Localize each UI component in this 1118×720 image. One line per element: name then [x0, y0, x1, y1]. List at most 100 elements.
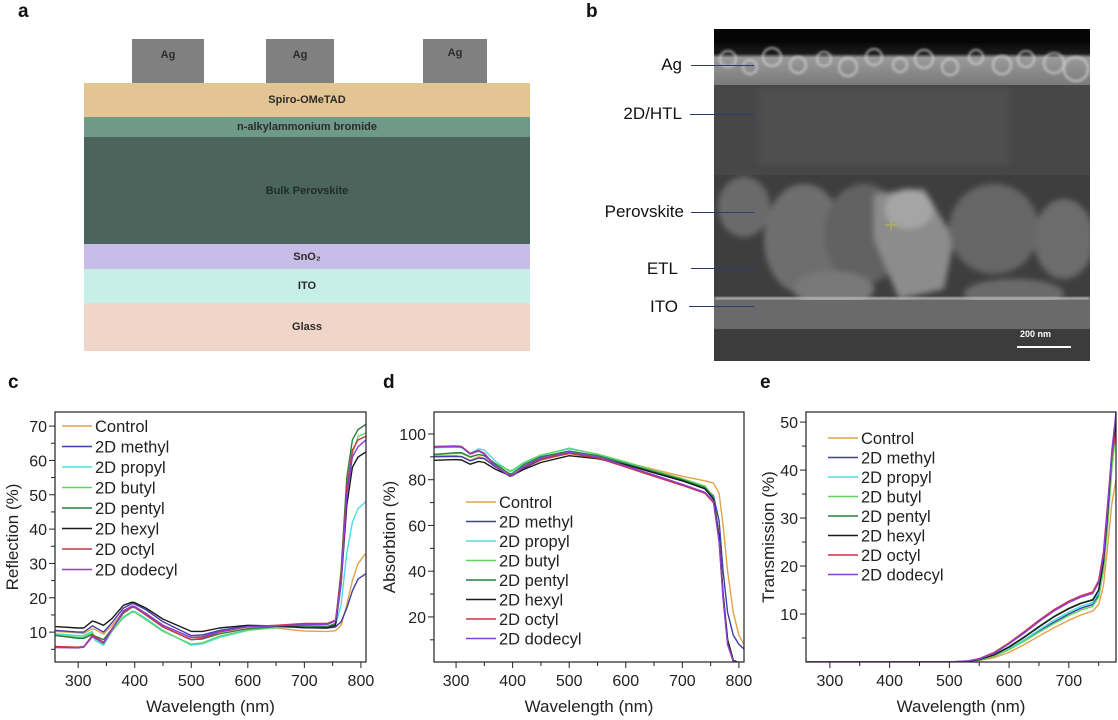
legend-item: 2D methyl — [499, 514, 573, 532]
legend-item: Control — [95, 418, 148, 436]
series-group — [55, 423, 366, 649]
y-tick-label: 20 — [29, 591, 47, 608]
scale-bar-label: 200 nm — [1020, 329, 1052, 339]
x-tick-label: 300 — [817, 673, 844, 690]
x-tick-label: 300 — [65, 673, 92, 690]
series-line — [806, 422, 1116, 662]
y-tick-label: 40 — [780, 463, 798, 480]
legend-item: 2D propyl — [95, 459, 166, 477]
y-tick-label: 60 — [29, 453, 47, 470]
x-axis-label: Wavelength (nm) — [146, 697, 275, 716]
legend: Control 2D methyl 2D propyl 2D butyl 2D pent… — [62, 418, 178, 580]
annotation-leader-line — [689, 306, 754, 307]
legend-item: 2D butyl — [861, 489, 922, 507]
sem-micrograph — [714, 29, 1090, 361]
ag-electrode-3: Ag — [423, 39, 487, 83]
legend-item: Control — [499, 494, 552, 512]
annotation-leader-line — [691, 65, 754, 66]
y-axis-label: Reflection (%) — [3, 484, 22, 591]
y-axis-label: Transmission (%) — [759, 471, 778, 603]
legend-item: 2D pentyl — [499, 572, 569, 590]
y-tick-label: 100 — [399, 427, 426, 444]
ag-electrode-label: Ag — [292, 49, 308, 61]
legend-item: 2D hexyl — [95, 521, 159, 539]
legend-item: 2D dodecyl — [95, 562, 178, 580]
series-group — [806, 412, 1116, 662]
legend-item: 2D dodecyl — [499, 631, 582, 649]
annotation-leader-line — [690, 114, 754, 115]
panel-label-a: a — [18, 1, 29, 22]
series-line — [806, 412, 1116, 662]
series-line — [55, 451, 366, 633]
y-tick-label: 70 — [29, 419, 47, 436]
y-tick-label: 50 — [780, 415, 798, 432]
x-tick-label: 700 — [669, 673, 696, 690]
sem-annotation-perovskite: Perovskite — [604, 202, 684, 221]
y-tick-label: 60 — [408, 518, 426, 535]
series-line — [806, 431, 1116, 662]
y-tick-label: 10 — [29, 625, 47, 642]
layer-glass: Glass — [84, 303, 530, 351]
x-tick-label: 500 — [178, 673, 205, 690]
series-line — [806, 417, 1116, 662]
x-axis-label: Wavelength (nm) — [525, 697, 654, 716]
legend-item: 2D octyl — [499, 611, 559, 629]
series-line — [806, 412, 1116, 662]
transmission-chart: 300 400 500 600 700 10 20 30 40 50 Wavelength (nm)… — [759, 411, 1117, 716]
annotation-leader-line — [691, 212, 754, 213]
series-line — [55, 552, 366, 638]
legend-item: 2D octyl — [861, 547, 921, 565]
x-axis-label: Wavelength (nm) — [897, 697, 1026, 716]
panel-label-c: c — [8, 372, 19, 393]
x-tick-label: 700 — [291, 673, 318, 690]
series-line — [55, 423, 366, 641]
layer-bulk-perovskite: Bulk Perovskite — [84, 137, 530, 244]
legend-item: 2D butyl — [95, 480, 156, 498]
legend-item: 2D dodecyl — [861, 567, 944, 585]
y-tick-label: 50 — [29, 488, 47, 505]
series-line — [434, 452, 744, 645]
x-tick-label: 700 — [1055, 673, 1082, 690]
series-line — [434, 448, 744, 662]
legend-item: 2D methyl — [95, 439, 169, 457]
panel-label-e: e — [760, 372, 771, 393]
x-tick-label: 300 — [443, 673, 470, 690]
ag-electrode-2: Ag — [266, 39, 334, 83]
legend-item: 2D pentyl — [861, 508, 931, 526]
x-tick-label: 500 — [936, 673, 963, 690]
x-tick-label: 800 — [348, 673, 375, 690]
x-tick-label: 400 — [121, 673, 148, 690]
plot-frame — [805, 411, 1117, 663]
sem-annotation-etl: ETL — [646, 259, 678, 278]
legend-item: 2D butyl — [499, 553, 560, 571]
series-line — [55, 435, 366, 648]
series-line — [434, 450, 744, 662]
x-tick-label: 400 — [876, 673, 903, 690]
series-line — [55, 573, 366, 637]
series-line — [434, 452, 744, 650]
sem-annotation-2d-htl: 2D/HTL — [623, 104, 682, 123]
legend-item: Control — [861, 430, 914, 448]
series-line — [55, 439, 366, 649]
panel-label-b: b — [586, 1, 598, 22]
x-tick-label: 600 — [996, 673, 1023, 690]
series-line — [55, 501, 366, 646]
y-tick-label: 20 — [408, 610, 426, 627]
series-line — [434, 455, 744, 662]
layer-stack: Spiro-OMeTAD n-alkylammonium bromide Bul… — [84, 83, 530, 351]
x-tick-label: 400 — [499, 673, 526, 690]
x-tick-label: 600 — [612, 673, 639, 690]
series-line — [434, 445, 744, 662]
x-tick-label: 500 — [556, 673, 583, 690]
legend-item: 2D pentyl — [95, 500, 165, 518]
series-line — [806, 422, 1116, 662]
series-line — [434, 446, 744, 662]
annotation-leader-line — [691, 268, 754, 269]
y-tick-label: 10 — [780, 607, 798, 624]
ag-electrode-1: Ag — [132, 39, 204, 83]
ag-electrode-label: Ag — [447, 47, 463, 59]
y-tick-label: 40 — [29, 522, 47, 539]
legend-item: 2D propyl — [499, 533, 570, 551]
legend-item: 2D hexyl — [861, 528, 925, 546]
